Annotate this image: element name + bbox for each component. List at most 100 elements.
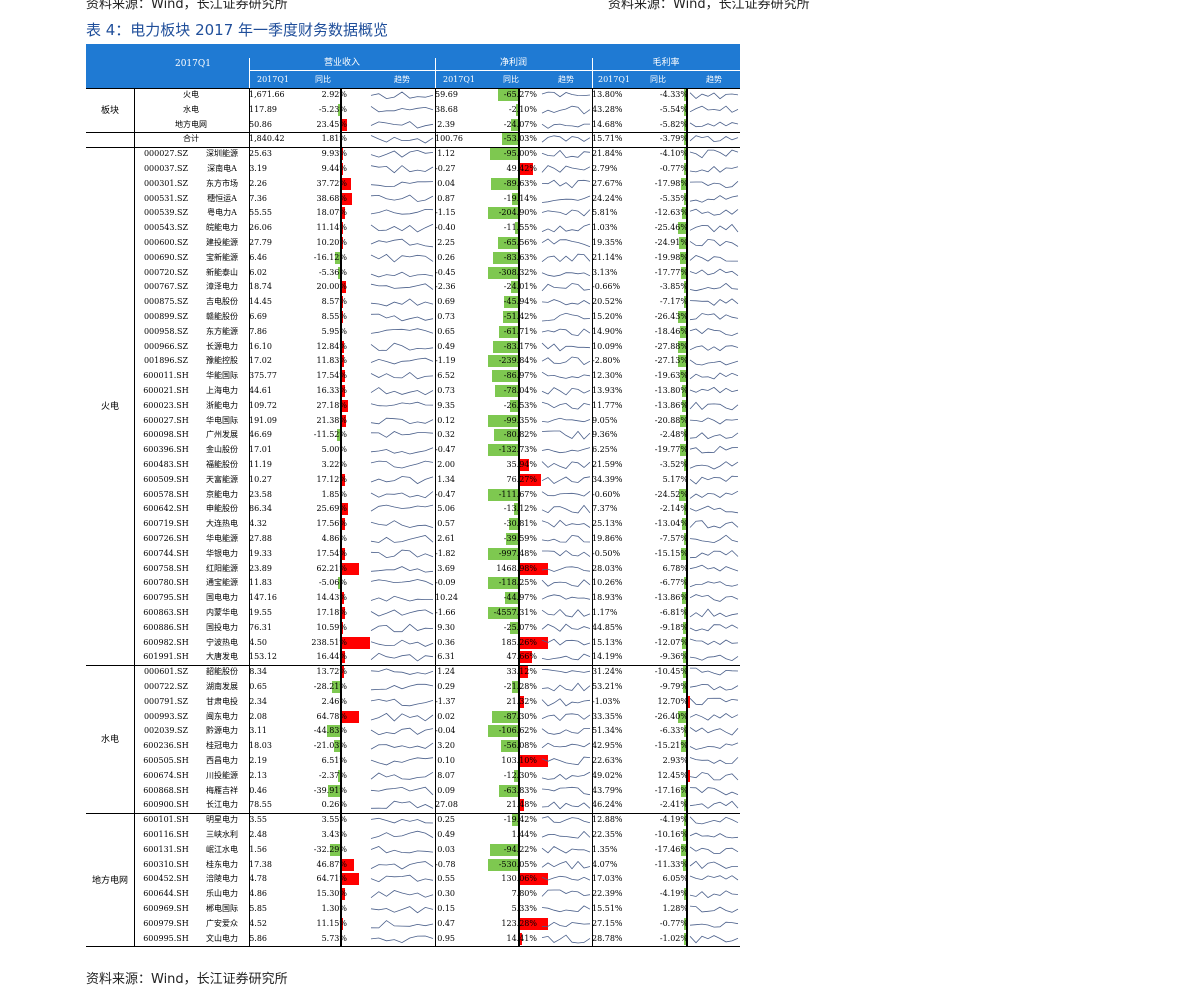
negative-bar	[516, 103, 518, 116]
negative-bar	[680, 251, 686, 264]
trend-sparkline	[370, 818, 434, 824]
yoy-value: -6.81%	[659, 608, 688, 617]
trend-sparkline	[689, 209, 739, 217]
revenue-value: 17.38	[249, 859, 272, 869]
trend-sparkline	[370, 875, 434, 883]
revenue-value: 78.55	[249, 800, 272, 810]
gross-margin-value: 28.03%	[592, 563, 623, 573]
revenue-value: 44.61	[249, 386, 272, 395]
yoy-value: 11.15%	[316, 918, 347, 928]
revenue-value: 50.86	[249, 119, 272, 129]
stock-name: 穗恒运A	[207, 193, 237, 203]
negative-bar	[494, 385, 518, 397]
trend-sparkline	[689, 520, 739, 529]
stock-code: 600310.SH	[143, 859, 189, 869]
trend-sparkline	[541, 91, 591, 98]
stock-name: 大连热电	[206, 519, 238, 529]
trend-sparkline	[689, 638, 739, 645]
negative-bar	[335, 251, 340, 264]
stock-name: 明星电力	[206, 815, 238, 825]
net-profit-value: 6.52	[437, 371, 455, 381]
revenue-value: 11.83	[249, 578, 272, 588]
stock-code: 600726.SH	[143, 534, 189, 543]
row-name: 地方电网	[175, 119, 207, 129]
revenue-value: 27.79	[249, 238, 272, 247]
trend-sparkline	[541, 698, 591, 707]
yoy-value: 6.51%	[321, 756, 347, 765]
yoy-value: -4.10%	[659, 149, 688, 159]
negative-bar	[684, 118, 686, 131]
yoy-value: 16.44%	[316, 652, 347, 662]
trend-sparkline	[689, 608, 739, 618]
trend-sparkline	[689, 417, 739, 425]
trend-sparkline	[689, 327, 739, 336]
negative-bar	[498, 89, 518, 101]
yoy-value: 238.51%	[311, 637, 347, 647]
yoy-value: -19.98%	[654, 252, 688, 262]
revenue-value: 6.69	[249, 312, 267, 321]
yoy-value: -1.02%	[659, 933, 688, 943]
net-profit-value: 0.95	[437, 933, 455, 943]
trend-sparkline	[370, 801, 434, 810]
net-profit-value: 0.36	[437, 637, 455, 647]
net-profit-value: 0.09	[437, 785, 455, 795]
revenue-value: 3.55	[249, 815, 267, 825]
yoy-value: -2.10%	[508, 104, 537, 114]
yoy-value: 62.21%	[316, 563, 347, 573]
yoy-value: -53.03%	[503, 134, 537, 144]
negative-bar	[506, 533, 518, 545]
stock-code: 000600.SZ	[143, 238, 189, 247]
negative-bar	[684, 917, 686, 930]
yoy-value: -95.00%	[503, 149, 537, 159]
gross-margin-value: 17.03%	[592, 874, 623, 884]
yoy-value: -24.52%	[654, 489, 688, 499]
yoy-value: 2.46%	[321, 696, 347, 706]
gross-margin-value: 2.79%	[592, 164, 618, 173]
gross-margin-value: 14.68%	[592, 119, 623, 129]
gross-margin-value: 7.37%	[592, 504, 618, 514]
negative-bar	[683, 621, 686, 634]
trend-sparkline	[689, 268, 739, 276]
stock-name: 三峡水利	[206, 830, 238, 839]
net-profit-value: 0.30	[437, 889, 455, 899]
stock-code: 600452.SH	[143, 874, 189, 884]
yoy-value: 5.95%	[321, 326, 347, 336]
yoy-value: -5.36%	[318, 267, 347, 277]
trend-sparkline	[689, 832, 739, 839]
yoy-value: -13.86%	[654, 400, 688, 410]
trend-sparkline	[689, 934, 739, 943]
positive-bar	[340, 888, 345, 901]
header-net-profit: 净利润	[499, 58, 527, 68]
row-separator	[86, 813, 740, 815]
stock-name: 吉电股份	[206, 297, 238, 307]
trend-sparkline	[541, 830, 591, 839]
revenue-value: 4.86	[249, 889, 267, 899]
stock-code: 000993.SZ	[143, 711, 189, 721]
negative-bar	[684, 89, 686, 101]
revenue-value: 4.52	[249, 918, 267, 928]
trend-sparkline	[689, 372, 739, 380]
trend-sparkline	[541, 623, 591, 632]
yoy-value: -51.42%	[503, 312, 537, 321]
trend-sparkline	[689, 594, 739, 603]
negative-bar	[514, 503, 518, 516]
net-profit-value: -1.37	[435, 696, 456, 706]
row-separator	[86, 665, 740, 667]
revenue-value: 3.11	[249, 726, 267, 736]
negative-bar	[683, 533, 686, 545]
stock-name: 赣能股份	[206, 312, 238, 321]
net-profit-value: 0.12	[437, 415, 455, 425]
trend-sparkline	[541, 135, 591, 143]
yoy-value: -28.21%	[313, 682, 347, 691]
revenue-value: 3.19	[249, 164, 267, 173]
positive-bar	[518, 651, 533, 664]
yoy-value: 11.83%	[316, 356, 347, 366]
gross-margin-value: 9.36%	[592, 430, 618, 440]
gross-margin-value: 14.90%	[592, 326, 623, 336]
gross-margin-value: 19.35%	[592, 238, 623, 247]
yoy-value: -17.77%	[654, 267, 688, 277]
gross-margin-value: 21.14%	[592, 252, 623, 262]
negative-bar	[488, 414, 518, 427]
trend-sparkline	[689, 757, 739, 765]
trend-sparkline	[689, 386, 739, 394]
